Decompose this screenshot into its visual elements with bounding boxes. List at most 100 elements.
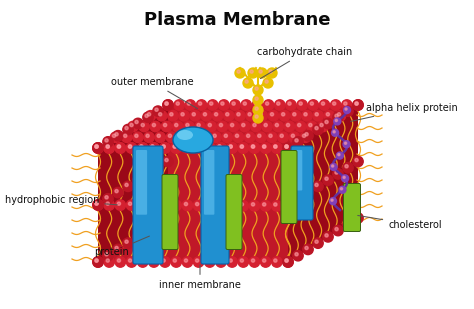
Circle shape bbox=[124, 134, 127, 138]
Circle shape bbox=[95, 202, 98, 205]
Circle shape bbox=[251, 145, 255, 148]
Circle shape bbox=[182, 143, 192, 153]
Circle shape bbox=[168, 111, 178, 121]
Circle shape bbox=[353, 156, 363, 167]
Circle shape bbox=[330, 163, 337, 171]
Circle shape bbox=[285, 259, 288, 262]
Circle shape bbox=[208, 100, 218, 110]
Circle shape bbox=[205, 143, 215, 153]
Circle shape bbox=[260, 201, 271, 211]
Circle shape bbox=[139, 145, 143, 148]
Circle shape bbox=[139, 202, 143, 205]
Circle shape bbox=[262, 121, 273, 132]
Circle shape bbox=[333, 112, 343, 122]
Text: protein: protein bbox=[95, 236, 149, 257]
Circle shape bbox=[162, 202, 165, 205]
Circle shape bbox=[187, 102, 191, 105]
Circle shape bbox=[123, 124, 133, 135]
Circle shape bbox=[207, 145, 210, 148]
Circle shape bbox=[216, 143, 226, 153]
Circle shape bbox=[320, 123, 323, 127]
Circle shape bbox=[165, 102, 168, 105]
Circle shape bbox=[263, 203, 266, 206]
Circle shape bbox=[302, 111, 312, 121]
Circle shape bbox=[293, 251, 303, 261]
Circle shape bbox=[104, 200, 114, 210]
Circle shape bbox=[240, 145, 244, 148]
Circle shape bbox=[143, 225, 153, 236]
Circle shape bbox=[325, 120, 328, 124]
Circle shape bbox=[224, 134, 228, 138]
Circle shape bbox=[182, 200, 192, 211]
Circle shape bbox=[162, 259, 165, 262]
Circle shape bbox=[245, 132, 255, 142]
Circle shape bbox=[135, 234, 138, 237]
Circle shape bbox=[95, 145, 98, 148]
Circle shape bbox=[263, 145, 266, 148]
Circle shape bbox=[160, 143, 170, 153]
Circle shape bbox=[189, 132, 199, 142]
Circle shape bbox=[309, 123, 312, 127]
Circle shape bbox=[253, 105, 263, 115]
Circle shape bbox=[153, 106, 163, 116]
Circle shape bbox=[285, 259, 288, 262]
Polygon shape bbox=[98, 148, 288, 262]
Circle shape bbox=[162, 145, 165, 148]
Circle shape bbox=[145, 114, 148, 117]
Circle shape bbox=[235, 111, 245, 121]
Circle shape bbox=[305, 133, 308, 136]
Circle shape bbox=[186, 123, 189, 127]
Circle shape bbox=[273, 145, 277, 148]
Circle shape bbox=[95, 202, 98, 205]
Circle shape bbox=[331, 199, 333, 201]
Circle shape bbox=[333, 102, 336, 105]
Circle shape bbox=[313, 181, 323, 192]
Circle shape bbox=[238, 143, 248, 153]
Circle shape bbox=[229, 145, 232, 148]
Circle shape bbox=[283, 143, 293, 153]
Circle shape bbox=[115, 246, 118, 250]
Circle shape bbox=[273, 121, 283, 132]
Circle shape bbox=[165, 215, 168, 218]
Circle shape bbox=[145, 227, 148, 231]
Circle shape bbox=[254, 102, 258, 105]
Circle shape bbox=[345, 142, 346, 144]
Circle shape bbox=[291, 111, 301, 121]
Circle shape bbox=[255, 97, 258, 100]
Circle shape bbox=[342, 100, 352, 110]
Circle shape bbox=[93, 257, 103, 267]
Circle shape bbox=[93, 200, 103, 210]
Text: inner membrane: inner membrane bbox=[159, 265, 241, 290]
Circle shape bbox=[143, 169, 153, 179]
Circle shape bbox=[185, 100, 196, 110]
Circle shape bbox=[245, 80, 248, 83]
Circle shape bbox=[242, 123, 245, 127]
Circle shape bbox=[285, 145, 288, 148]
Circle shape bbox=[161, 121, 172, 132]
Circle shape bbox=[325, 177, 328, 180]
Circle shape bbox=[115, 133, 118, 136]
Circle shape bbox=[308, 100, 319, 110]
Circle shape bbox=[165, 102, 168, 105]
Circle shape bbox=[343, 106, 353, 116]
Circle shape bbox=[195, 145, 199, 148]
Circle shape bbox=[139, 121, 149, 132]
Circle shape bbox=[333, 131, 335, 133]
Circle shape bbox=[329, 198, 337, 205]
Circle shape bbox=[283, 200, 293, 210]
Circle shape bbox=[199, 102, 202, 105]
Circle shape bbox=[230, 123, 234, 127]
Circle shape bbox=[173, 202, 176, 205]
Text: alpha helix protein: alpha helix protein bbox=[351, 103, 458, 121]
Circle shape bbox=[335, 171, 338, 174]
Circle shape bbox=[251, 145, 255, 148]
Circle shape bbox=[275, 123, 279, 127]
Circle shape bbox=[113, 187, 123, 198]
Circle shape bbox=[263, 145, 266, 148]
Circle shape bbox=[203, 112, 207, 116]
Circle shape bbox=[289, 132, 300, 142]
Circle shape bbox=[255, 107, 258, 110]
Circle shape bbox=[196, 100, 207, 110]
Circle shape bbox=[95, 259, 98, 262]
Circle shape bbox=[318, 121, 328, 132]
